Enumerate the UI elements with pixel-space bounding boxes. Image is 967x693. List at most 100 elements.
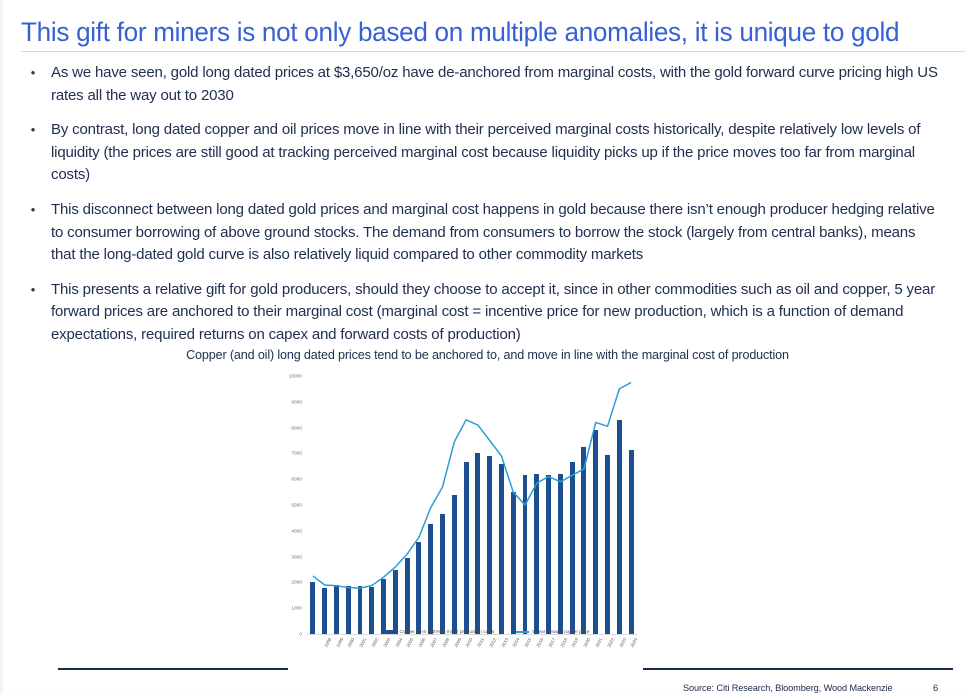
page-title: This gift for miners is not only based o… <box>21 17 900 47</box>
bar <box>534 474 540 634</box>
page-number: 6 <box>933 683 939 693</box>
y-axis-tick-label: 0 <box>299 631 302 637</box>
legend-item-bar-series: Copper all-in 90th%ile miner production … <box>383 629 495 634</box>
list-item: • As we have seen, gold long dated price… <box>15 62 955 107</box>
x-axis-tick-label: 2005 <box>405 637 415 649</box>
y-axis-tick-label: 5000 <box>291 502 302 508</box>
bullet-marker-icon: • <box>30 201 36 217</box>
footer-divider-left <box>58 668 288 670</box>
list-item: • This presents a relative gift for gold… <box>15 279 955 347</box>
x-axis-tick-label: 2011 <box>476 637 486 648</box>
list-item: • This disconnect between long dated gol… <box>15 199 955 267</box>
bar <box>616 419 622 634</box>
bar <box>440 514 445 634</box>
x-axis-tick-label: 1999 <box>334 637 345 649</box>
bar <box>498 463 504 634</box>
x-axis-tick-label: 2018 <box>558 637 568 649</box>
bar <box>510 492 516 634</box>
line-path <box>312 381 632 589</box>
source-note: Source: Citi Research, Bloomberg, Wood M… <box>683 683 893 693</box>
bar <box>628 449 634 634</box>
x-axis-tick-label: 2013 <box>499 637 510 649</box>
bar <box>392 570 398 634</box>
bar <box>487 455 493 634</box>
title-block: This gift for miners is not only based o… <box>21 17 965 53</box>
x-axis-tick-label: 2008 <box>441 637 451 649</box>
y-axis-tick-label: 10000 <box>288 373 302 379</box>
x-axis-tick-label: 2009 <box>452 637 462 649</box>
bar <box>451 494 457 634</box>
bar <box>463 462 469 634</box>
legend-swatch-bar-icon <box>383 629 397 634</box>
y-axis-tick-label: 6000 <box>291 476 302 482</box>
line-series-copper-forward-price <box>312 381 632 589</box>
y-axis-tick-label: 4000 <box>291 528 302 534</box>
bullet-text: This disconnect between long dated gold … <box>51 200 935 264</box>
bar <box>428 524 434 634</box>
y-axis: 0 1000 2000 3000 4000 5000 6000 7000 8000 9000 100… <box>280 373 304 637</box>
x-axis-tick-label: 2003 <box>382 637 392 649</box>
bar <box>416 542 422 634</box>
title-divider <box>21 50 965 53</box>
x-axis-tick-label: 2019 <box>570 637 580 649</box>
y-axis-tick-label: 3000 <box>291 554 302 560</box>
x-axis-tick-label: 2001 <box>358 637 368 649</box>
bar <box>404 557 410 634</box>
bar <box>522 475 528 634</box>
footer-divider-right <box>643 668 953 670</box>
x-axis-tick-label: 2023 <box>617 637 627 649</box>
legend-swatch-line-icon <box>516 630 530 633</box>
list-item: • By contrast, long dated copper and oil… <box>15 119 955 187</box>
y-axis-tick-label: 9000 <box>291 399 302 405</box>
x-axis-tick-label: 2014 <box>511 637 521 649</box>
bullet-text: This presents a relative gift for gold p… <box>51 280 936 343</box>
chart-canvas: 0 1000 2000 3000 4000 5000 6000 7000 8000 9000 100… <box>280 368 640 649</box>
bullet-marker-icon: • <box>30 281 36 297</box>
plot-area <box>307 376 637 634</box>
bar <box>581 446 587 634</box>
bar <box>569 462 575 634</box>
bar <box>475 453 481 634</box>
bar <box>369 586 375 634</box>
bar <box>322 587 328 634</box>
x-axis-tick-label: 2002 <box>370 637 380 649</box>
x-axis-tick-label: 2007 <box>429 637 439 649</box>
bar <box>333 584 339 634</box>
bullet-marker-icon: • <box>30 65 36 80</box>
x-axis-tick-label: 2010 <box>464 637 474 649</box>
x-axis-tick-label: 2004 <box>393 637 403 649</box>
bar <box>546 475 552 634</box>
bar <box>593 430 599 634</box>
bullet-list: • As we have seen, gold long dated price… <box>15 62 955 359</box>
y-axis-tick-label: 1000 <box>291 605 302 611</box>
x-axis-tick-label: 2012 <box>488 637 498 649</box>
x-axis-tick-label: 2020 <box>582 637 592 649</box>
bullet-marker-icon: • <box>30 122 36 138</box>
bullet-text: By contrast, long dated copper and oil p… <box>51 121 921 184</box>
x-axis-tick-label: 2017 <box>547 637 557 649</box>
chart-block: Copper (and oil) long dated prices tend … <box>3 348 967 658</box>
x-axis-tick-label: 2016 <box>535 637 545 649</box>
bar <box>557 474 563 634</box>
y-axis-tick-label: 8000 <box>291 425 302 431</box>
y-axis-tick-label: 2000 <box>291 579 302 585</box>
bar <box>310 582 316 634</box>
legend-item-line-series: 5 year forward copper price <box>516 629 589 634</box>
bar <box>605 454 610 634</box>
x-axis-baseline <box>307 634 637 635</box>
x-axis-tick-label: 2022 <box>606 637 616 649</box>
bar <box>381 578 387 634</box>
chart-title: Copper (and oil) long dated prices tend … <box>186 348 789 362</box>
x-axis-tick-label: 1998 <box>323 637 333 649</box>
x-axis-tick-label: 2024 <box>629 637 639 649</box>
x-axis-tick-label: 2021 <box>594 637 604 649</box>
y-axis-tick-label: 7000 <box>291 450 302 456</box>
x-axis-tick-label: 2000 <box>346 637 356 649</box>
x-axis-tick-label: 2006 <box>417 637 427 649</box>
bar <box>345 586 351 634</box>
bullet-text: As we have seen, gold long dated prices … <box>51 64 938 104</box>
x-axis-tick-label: 2015 <box>523 637 533 649</box>
bar <box>357 586 363 634</box>
legend-label: 5 year forward copper price <box>532 629 590 634</box>
